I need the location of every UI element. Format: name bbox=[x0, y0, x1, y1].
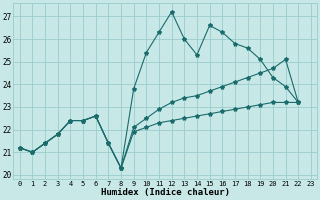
X-axis label: Humidex (Indice chaleur): Humidex (Indice chaleur) bbox=[101, 188, 230, 197]
